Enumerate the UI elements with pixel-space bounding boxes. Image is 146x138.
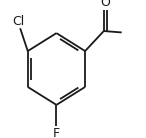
- Text: O: O: [100, 0, 110, 9]
- Text: F: F: [53, 127, 60, 138]
- Text: Cl: Cl: [13, 15, 25, 28]
